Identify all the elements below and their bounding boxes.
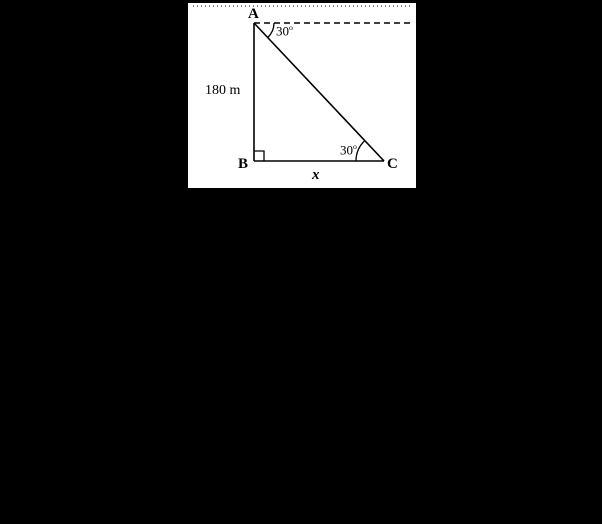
label-side-BC: x (312, 167, 320, 184)
label-angle-A: 30o (276, 23, 293, 39)
angle-arc-A (268, 23, 274, 38)
angle-A-value: 30 (276, 23, 289, 38)
vertex-C: C (387, 156, 398, 173)
angle-arc-C (356, 141, 365, 161)
label-side-AB: 180 m (205, 83, 240, 99)
vertex-A: A (248, 6, 259, 23)
label-angle-C: 30o (340, 142, 357, 158)
diagram-panel: A B C 180 m x 30o 30o (188, 3, 416, 188)
right-angle-mark (254, 151, 264, 161)
vertex-B: B (238, 156, 248, 173)
angle-A-deg: o (289, 23, 293, 32)
angle-C-deg: o (353, 142, 357, 151)
angle-C-value: 30 (340, 142, 353, 157)
